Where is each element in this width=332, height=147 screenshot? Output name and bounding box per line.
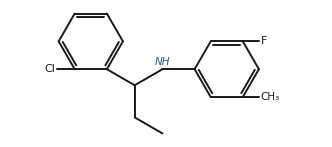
Text: CH₃: CH₃ [261,92,280,102]
Text: NH: NH [155,57,170,67]
Text: F: F [261,36,267,46]
Text: Cl: Cl [44,64,55,74]
